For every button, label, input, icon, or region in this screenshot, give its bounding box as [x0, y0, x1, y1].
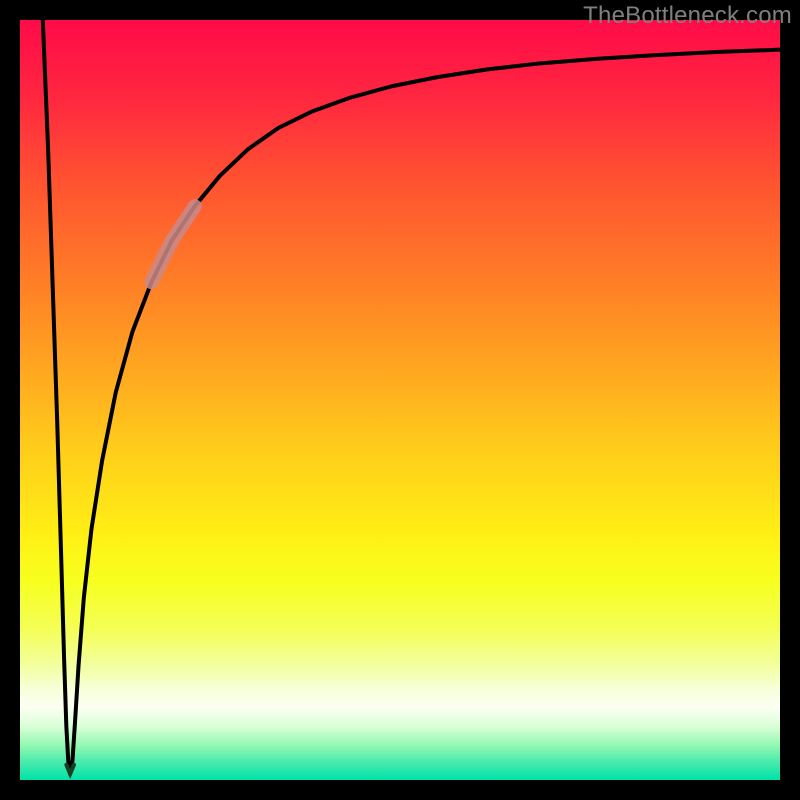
figure-root: { "figure": { "width_px": 800, "height_p…	[0, 0, 800, 800]
gradient-background	[20, 20, 780, 780]
bottleneck-chart	[0, 0, 800, 800]
watermark-text: TheBottleneck.com	[583, 2, 792, 30]
